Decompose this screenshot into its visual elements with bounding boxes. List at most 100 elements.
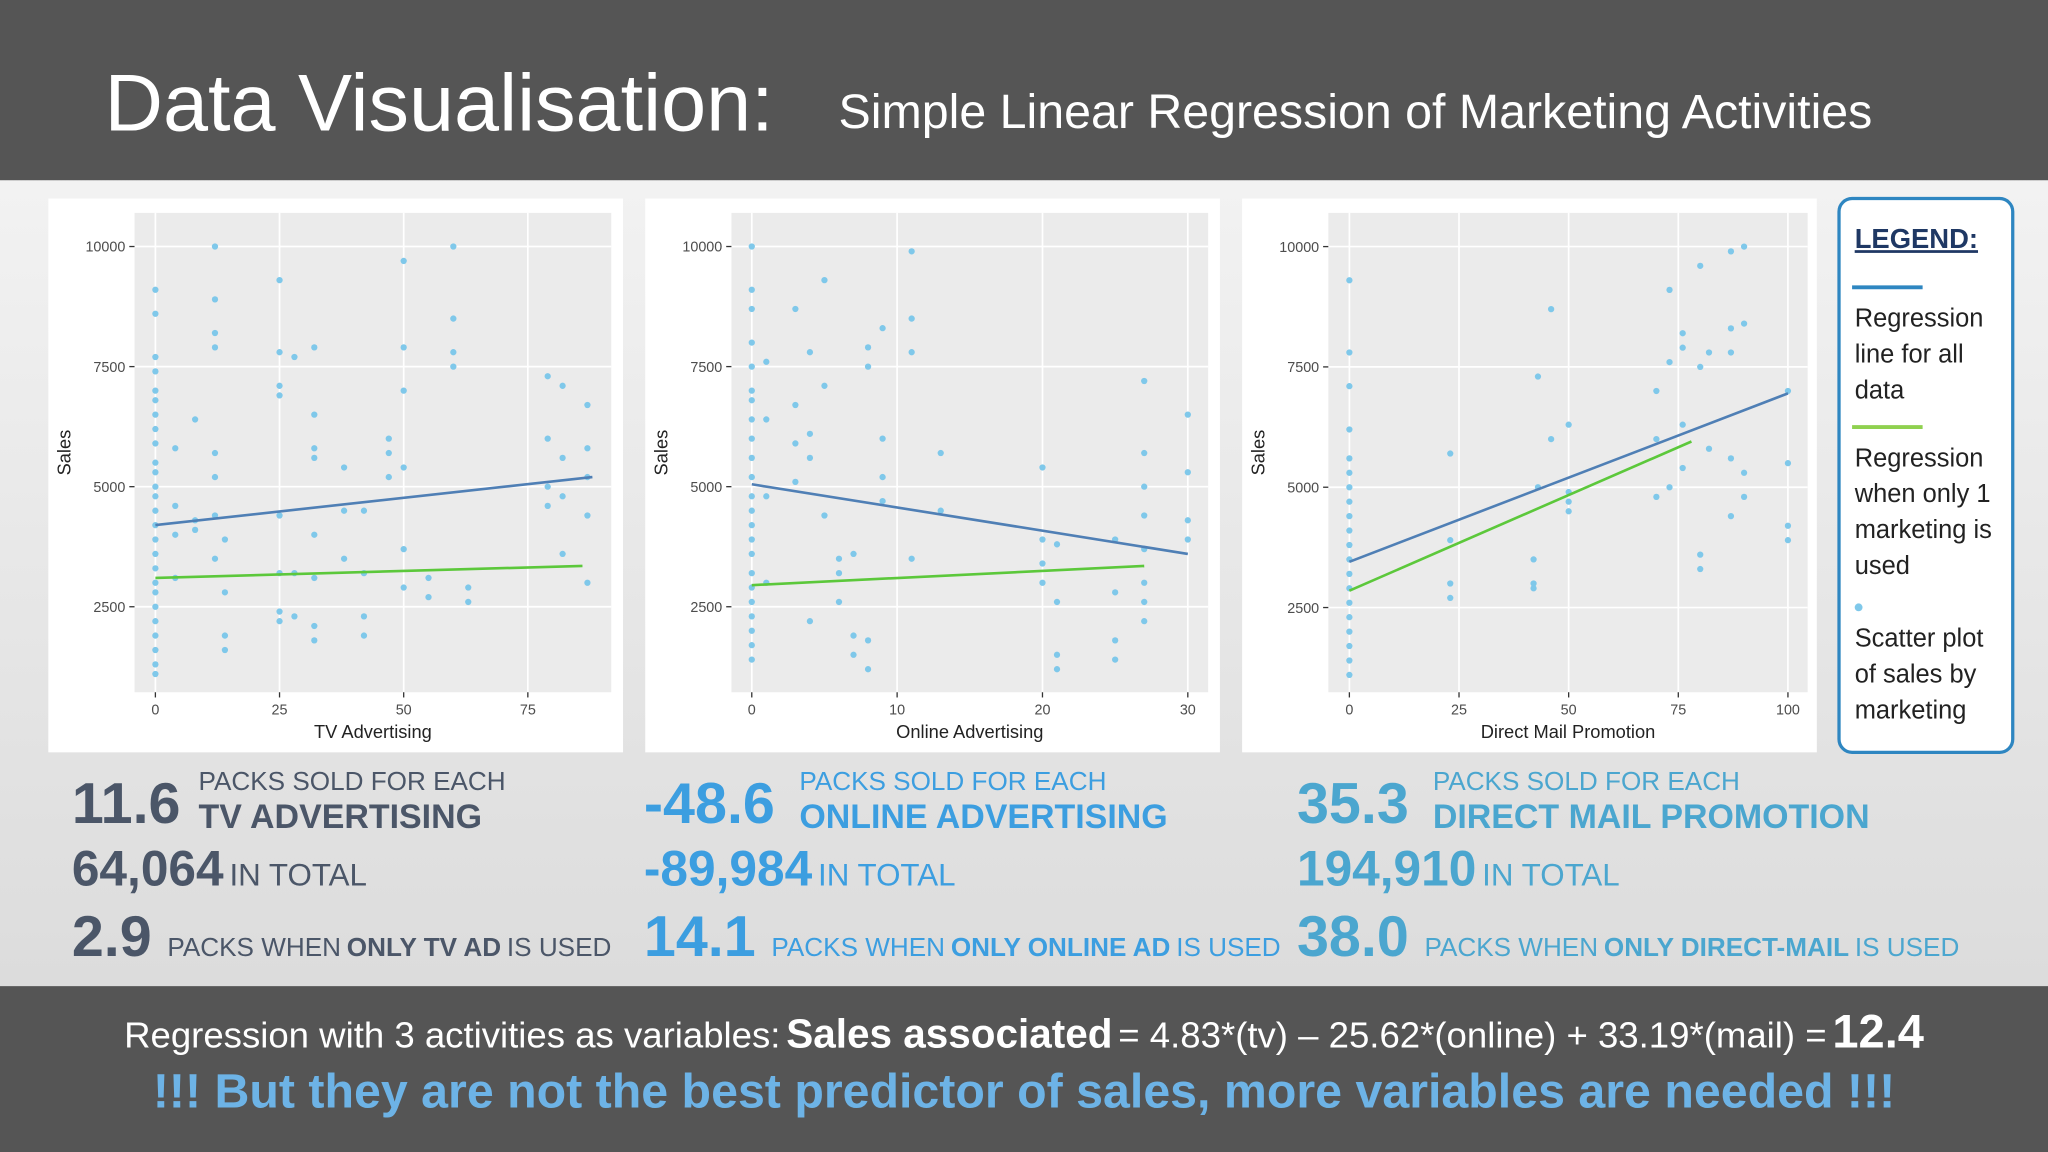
scatter-point (1679, 421, 1686, 428)
activity-label: DIRECT MAIL PROMOTION (1433, 798, 1870, 836)
scatter-point (1141, 618, 1148, 625)
scatter-point (152, 459, 159, 466)
scatter-point (835, 569, 843, 577)
y-tick-label: 5000 (1287, 480, 1319, 496)
legend-dot-swatch (1854, 603, 1863, 612)
scatter-point (1346, 642, 1353, 650)
scatter-point (748, 569, 755, 577)
scatter-point (1112, 637, 1119, 644)
scatter-point (152, 618, 159, 625)
scatter-point (1740, 243, 1748, 250)
scatter-point (748, 243, 755, 250)
scatter-point (1784, 460, 1792, 467)
scatter-point (806, 349, 814, 356)
legend-text: of sales by (1855, 660, 1977, 688)
scatter-point (152, 440, 159, 447)
x-tick-label: 0 (748, 702, 756, 718)
scatter-point (748, 550, 755, 558)
scatter-point (1346, 671, 1353, 679)
scatter-point (1530, 580, 1537, 587)
scatter-point (1697, 551, 1704, 558)
y-tick-label: 2500 (690, 600, 722, 616)
regression-line (1348, 392, 1789, 564)
scatter-point (584, 401, 591, 409)
scatter-point (850, 632, 857, 639)
scatter-point (748, 493, 755, 500)
scatter-point (211, 296, 219, 303)
scatter-point (835, 555, 843, 562)
scatter-point (291, 353, 298, 361)
scatter-point (1447, 537, 1454, 544)
scatter-point (821, 277, 828, 284)
scatter-point (400, 545, 407, 553)
scatter-point (1727, 455, 1735, 462)
regression-line (155, 564, 583, 580)
scatter-point (864, 637, 872, 644)
scatter-point (1565, 498, 1572, 505)
x-tick-label: 30 (1180, 702, 1196, 718)
scatter-point (152, 632, 159, 639)
scatter-point (400, 344, 407, 351)
scatter-point (1679, 464, 1686, 472)
scatter-point (748, 613, 755, 620)
scatter-point (1653, 493, 1660, 500)
only-value: 14.1 (644, 905, 756, 969)
scatter-point (1039, 560, 1046, 567)
scatter-point (311, 531, 318, 538)
legend-title: LEGEND: (1855, 223, 1978, 254)
x-tick-label: 100 (1776, 702, 1800, 718)
scatter-point (276, 349, 283, 356)
total-value: 64,064 (72, 841, 224, 897)
scatter-point (748, 305, 755, 313)
scatter-point (1653, 387, 1660, 395)
scatter-point (748, 435, 755, 442)
scatter-point (211, 512, 219, 519)
scatter-point (1346, 469, 1353, 476)
scatter-point (1346, 383, 1353, 390)
y-tick-label: 7500 (93, 360, 125, 376)
scatter-point (221, 646, 229, 654)
scatter-point (152, 493, 159, 500)
scatter-point (544, 502, 551, 510)
scatter-point (544, 483, 551, 490)
scatter-point (1727, 248, 1735, 255)
scatter-point (276, 608, 283, 615)
scatter-point (559, 454, 566, 461)
per-pack-value: 35.3 (1297, 772, 1409, 836)
scatter-point (1697, 565, 1704, 573)
scatter-point (1053, 651, 1061, 658)
scatter-point (221, 632, 229, 639)
y-tick-label: 10000 (1279, 240, 1319, 256)
total-line: -89,984 IN TOTAL (644, 841, 956, 897)
scatter-point (748, 339, 755, 346)
header-band (0, 0, 2048, 181)
scatter-point (425, 574, 432, 582)
x-axis-label: Online Advertising (896, 721, 1043, 742)
regression-line (751, 564, 1145, 587)
scatter-point (748, 642, 755, 649)
scatter-point (559, 550, 566, 558)
scatter-point (1184, 411, 1191, 418)
y-tick-label: 7500 (690, 360, 722, 376)
scatter-point (1112, 656, 1119, 663)
scatter-point (221, 536, 229, 543)
scatter-point (806, 430, 814, 437)
y-axis-label: Sales (54, 430, 75, 476)
legend-text: line for all (1855, 340, 1964, 368)
scatter-point (276, 512, 283, 519)
scatter-point (908, 349, 915, 356)
only-line: 2.9 PACKS WHEN ONLY TV AD IS USED (72, 905, 612, 969)
regression-line (155, 475, 593, 527)
scatter-point (1666, 358, 1673, 366)
x-tick-label: 50 (1561, 702, 1577, 718)
only-post: IS USED (507, 932, 611, 962)
only-pre: PACKS WHEN (771, 932, 945, 962)
x-tick-label: 10 (889, 702, 905, 718)
y-tick-label: 10000 (682, 240, 722, 256)
scatter-point (792, 478, 799, 486)
scatter-point (211, 243, 219, 250)
scatter-point (311, 411, 318, 418)
subtitle: Simple Linear Regression of Marketing Ac… (839, 85, 1873, 139)
